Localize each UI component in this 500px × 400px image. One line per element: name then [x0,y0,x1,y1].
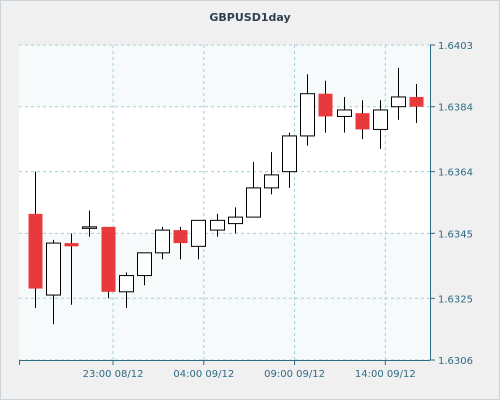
y-tick-label: 1.6306 [438,356,473,367]
candle-body-down [64,243,79,247]
y-tick-label: 1.6345 [438,229,473,240]
candle-body-up [337,109,352,117]
x-ticks: 23:00 08/12 04:00 09/12 09:00 09/12 14:00 0… [83,360,416,380]
candle-body-down [101,226,116,292]
y-tick-label: 1.6403 [438,41,473,52]
candle-body-up [246,187,261,218]
candle-body-up [191,219,206,247]
x-tick-label: 04:00 09/12 [173,369,234,380]
candles [28,67,424,325]
candle-body-down [318,93,333,117]
candle-body-down [355,113,370,130]
axes [19,45,431,365]
x-tick-label: 23:00 08/12 [83,369,144,380]
y-tick-label: 1.6325 [438,294,473,305]
x-tick-label: 14:00 09/12 [355,369,416,380]
chart-title: GBPUSD1day [209,11,291,24]
candle-body-up [46,242,61,296]
candle-body-up [264,174,279,189]
candle-body-up [391,96,406,108]
y-ticks: 1.6306 1.6325 1.6345 1.6364 1.6384 1.6403 [430,41,473,367]
candle-body-up [82,226,97,229]
candle-body-up [373,109,388,130]
y-tick-label: 1.6364 [438,168,473,179]
candle-body-up [119,275,134,293]
candle-body-down [409,96,424,107]
candle-body-up [155,229,170,254]
candle-body-up [228,216,243,225]
candle-body-up [137,252,152,277]
x-tick-label: 09:00 09/12 [264,369,325,380]
candle-body-up [300,93,315,137]
candle-body-up [282,135,297,173]
candle-body-up [210,219,225,231]
candle-body-down [173,230,188,244]
y-tick-label: 1.6384 [438,103,473,114]
candle-body-down [28,213,43,289]
